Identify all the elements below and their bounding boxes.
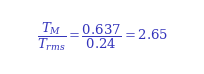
Text: $\dfrac{T_M}{T_{rms}} = \dfrac{0.637}{0.24} = 2.65$: $\dfrac{T_M}{T_{rms}} = \dfrac{0.637}{0.… <box>37 21 167 53</box>
